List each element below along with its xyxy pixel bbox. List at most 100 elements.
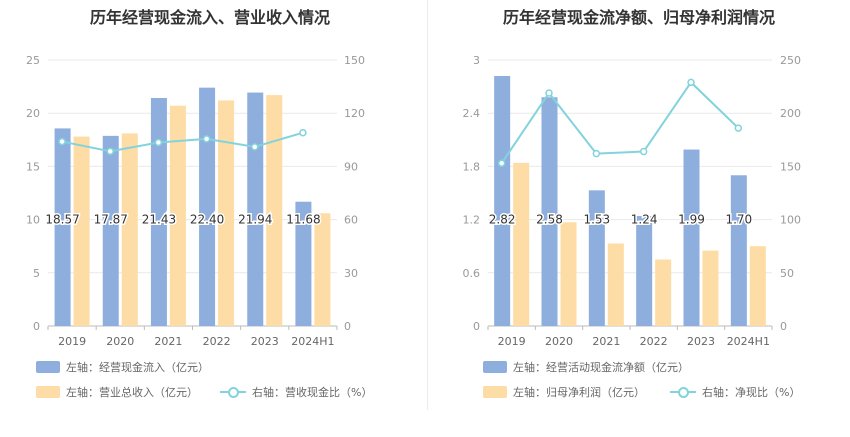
data-label: 1.24 [631,213,658,227]
line-point [545,89,553,97]
data-label: 21.43 [142,213,176,227]
left-tick-label: 0 [473,320,480,333]
line-point [687,78,695,87]
bar-series1 [150,97,167,326]
right-tick-label: 150 [780,160,801,173]
legend-label: 右轴：营收现金比（%） [252,386,373,399]
right-tick-label: 0 [780,320,787,333]
x-tick-label: 2021 [154,335,182,348]
data-label: 1.70 [725,213,752,227]
x-tick-label: 2024H1 [291,335,334,348]
chart1-legend-item-ratio[interactable]: 右轴：营收现金比（%） [220,384,372,400]
right-tick-label: 200 [780,107,801,120]
data-label: 18.57 [45,213,79,227]
left-tick-label: 10 [26,214,40,227]
right-tick-label: 30 [344,267,358,280]
x-tick-label: 2021 [592,335,620,348]
legend-label: 左轴：经营现金流入（亿元） [66,361,209,374]
chart1-legend-item-inflow[interactable]: 左轴：经营现金流入（亿元） [36,359,209,375]
x-tick-label: 2023 [687,335,715,348]
bar-series1 [295,201,312,326]
legend-swatch-blue [483,361,507,373]
legend-line-marker-icon [220,386,246,398]
line-point [202,135,211,143]
left-tick-label: 1.2 [463,214,481,227]
left-tick-label: 15 [26,160,40,173]
bar-series2 [314,213,331,326]
right-tick-label: 90 [344,160,358,173]
left-tick-label: 2.4 [463,107,481,120]
right-tick-label: 250 [780,54,801,67]
chart1-legend-item-revenue[interactable]: 左轴：营业总收入（亿元） [36,384,198,400]
left-tick-label: 20 [26,107,40,120]
bar-series1 [54,128,71,326]
x-tick-label: 2020 [106,335,134,348]
x-tick-label: 2022 [203,335,231,348]
line-series3 [500,80,740,164]
right-tick-label: 50 [780,267,794,280]
right-tick-label: 100 [780,214,801,227]
line-point [251,143,259,151]
chart2-legend-item-ratio[interactable]: 右轴：净现比（%） [670,384,800,400]
data-label: 2.58 [536,213,563,227]
bar-series2 [73,136,90,326]
chart1-title: 历年经营现金流入、营业收入情况 [89,8,330,27]
legend-label: 左轴：归母净利润（亿元） [513,386,645,399]
bar-series1 [199,87,216,326]
data-label: 22.40 [190,213,224,227]
data-label: 1.53 [583,213,610,227]
x-tick-label: 2024H1 [727,335,770,348]
bar-series1 [588,190,605,326]
line-point [154,138,163,147]
bar-series2 [121,133,138,326]
x-tick-label: 2023 [251,335,279,348]
bar-series2 [749,246,766,326]
line-point [497,159,506,167]
right-tick-label: 0 [344,320,351,333]
data-label: 21.94 [238,213,272,227]
left-tick-label: 25 [26,54,40,67]
x-tick-label: 2019 [58,335,86,348]
legend-label: 右轴：净现比（%） [702,386,801,399]
left-tick-label: 1.8 [463,160,481,173]
bar-series1 [683,149,700,326]
bar-series2 [560,222,577,326]
legend-label: 左轴：经营活动现金流净额（亿元） [513,361,689,374]
bar-series2 [218,100,235,326]
legend-swatch-blue [36,361,60,373]
chart2-legend-item-netflow[interactable]: 左轴：经营活动现金流净额（亿元） [483,359,689,375]
bar-series1 [494,75,511,327]
line-point [639,147,648,156]
right-tick-label: 60 [344,214,358,227]
data-label: 1.99 [678,213,705,227]
bar-series1 [102,135,119,326]
line-series3 [61,131,304,153]
legend-swatch-orange [483,386,507,398]
panel-divider [427,0,428,410]
line-point [734,124,743,132]
right-tick-label: 120 [344,107,365,120]
line-point [58,137,66,146]
right-tick-label: 150 [344,54,365,67]
bar-series2 [513,162,530,326]
bar-series1 [730,175,747,326]
legend-swatch-orange [36,386,60,398]
chart2-legend-item-profit[interactable]: 左轴：归母净利润（亿元） [483,384,645,400]
x-tick-label: 2020 [545,335,573,348]
left-tick-label: 5 [33,267,40,280]
left-tick-label: 0 [33,320,40,333]
line-point [592,149,601,158]
bar-series2 [702,250,719,326]
legend-label: 左轴：营业总收入（亿元） [66,386,198,399]
bar-series2 [607,243,624,326]
bar-series2 [266,95,283,326]
left-tick-label: 3 [473,54,480,67]
data-label: 11.68 [286,213,320,227]
left-tick-label: 0.6 [463,267,481,280]
data-label: 17.87 [94,213,128,227]
chart2-title: 历年经营现金流净额、归母净利润情况 [502,8,775,27]
line-point [106,147,114,156]
data-label: 2.82 [489,213,516,227]
x-tick-label: 2019 [498,335,526,348]
